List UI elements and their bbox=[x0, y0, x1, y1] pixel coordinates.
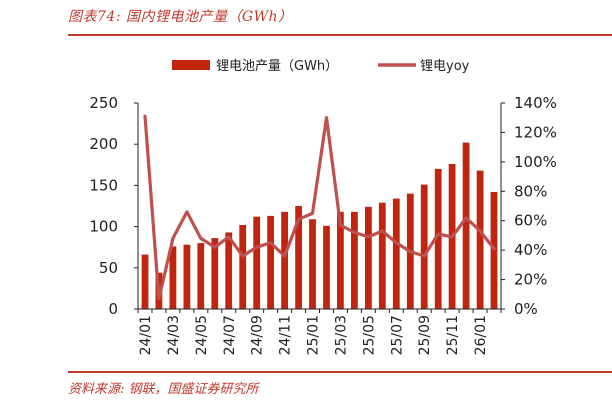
bar-26/01 bbox=[476, 170, 484, 309]
bar-25/05 bbox=[365, 206, 372, 309]
bar-25/02 bbox=[323, 225, 330, 309]
bar-26/02 bbox=[490, 192, 498, 309]
y-right-tick-label: 120% bbox=[514, 123, 557, 141]
bar-24/04 bbox=[183, 244, 191, 309]
bar-25/01 bbox=[309, 219, 316, 309]
bar-24/10 bbox=[267, 215, 274, 309]
y-right-tick-label: 140% bbox=[514, 94, 557, 112]
bar-24/05 bbox=[197, 243, 205, 309]
x-tick-label: 25/11 bbox=[445, 315, 461, 355]
x-tick-label: 24/03 bbox=[166, 315, 182, 355]
figure-title: 图表74: 国内锂电池产量（GWh） bbox=[68, 9, 293, 25]
y-left-tick-label: 50 bbox=[99, 259, 118, 277]
bar-24/06 bbox=[211, 238, 219, 309]
bar-25/06 bbox=[378, 202, 386, 309]
y-left-tick-label: 150 bbox=[89, 176, 118, 194]
y-left-tick-label: 250 bbox=[89, 94, 118, 112]
legend-swatch-bar bbox=[172, 60, 210, 70]
x-tick-label: 24/11 bbox=[278, 315, 294, 355]
x-tick-label: 24/01 bbox=[138, 315, 154, 355]
legend-label-bar: 锂电池产量（GWh） bbox=[216, 59, 338, 74]
y-right-tick-label: 0% bbox=[514, 300, 538, 318]
bar-25/09 bbox=[420, 184, 428, 309]
bar-25/03 bbox=[337, 211, 344, 309]
source-rule bbox=[68, 371, 612, 373]
yoy-line bbox=[143, 114, 496, 301]
x-tick-label: 24/05 bbox=[194, 315, 210, 355]
title-rule bbox=[68, 34, 612, 36]
x-tick-label: 24/09 bbox=[250, 315, 266, 355]
bar-24/08 bbox=[239, 225, 247, 309]
y-right-tick-label: 20% bbox=[514, 271, 547, 289]
bar-24/09 bbox=[253, 216, 261, 309]
y-left-tick-label: 200 bbox=[89, 135, 118, 153]
x-tick-label: 25/09 bbox=[417, 315, 433, 355]
bar-25/10 bbox=[434, 168, 442, 309]
legend-label-line: 锂电yoy bbox=[420, 59, 470, 74]
source-note: 资料来源: 钢联，国盛证券研究所 bbox=[68, 382, 259, 397]
y-right-tick-label: 80% bbox=[514, 182, 547, 200]
x-tick-label: 25/05 bbox=[361, 315, 377, 355]
y-left-tick-label: 100 bbox=[89, 218, 118, 236]
y-left-tick-label: 0 bbox=[108, 300, 118, 318]
bar-25/04 bbox=[351, 211, 358, 309]
bar-25/12 bbox=[462, 142, 470, 309]
bar-24/01 bbox=[141, 254, 149, 309]
bar-25/07 bbox=[392, 198, 400, 309]
x-tick-label: 25/07 bbox=[389, 315, 405, 355]
bar-24/03 bbox=[169, 246, 177, 309]
y-right-tick-label: 40% bbox=[514, 241, 547, 259]
x-tick-label: 25/03 bbox=[333, 315, 349, 355]
x-tick-label: 25/01 bbox=[306, 315, 322, 355]
bar-24/12 bbox=[295, 206, 302, 309]
y-right-tick-label: 60% bbox=[514, 212, 547, 230]
x-tick-label: 24/07 bbox=[222, 315, 238, 355]
y-right-tick-label: 100% bbox=[514, 153, 557, 171]
x-tick-label: 26/01 bbox=[473, 315, 489, 355]
bar-24/07 bbox=[225, 232, 233, 309]
bar-24/11 bbox=[281, 211, 288, 309]
